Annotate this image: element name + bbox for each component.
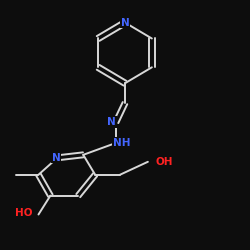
Text: N: N [107,117,116,127]
Text: HO: HO [15,208,32,218]
Text: N: N [52,153,60,163]
Text: OH: OH [155,157,173,167]
Text: N: N [120,18,130,28]
Text: NH: NH [113,138,130,148]
